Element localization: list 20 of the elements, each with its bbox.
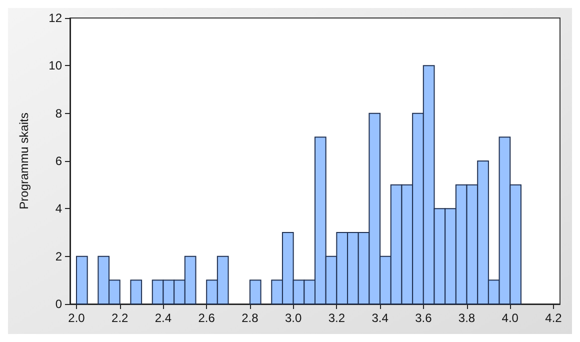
x-tick-label: 2.8 — [242, 311, 259, 325]
y-axis-title: Programmu skaits — [17, 112, 31, 210]
x-tick-label: 2.0 — [68, 311, 86, 325]
y-tick-label: 4 — [55, 202, 62, 216]
y-tick-label: 12 — [48, 11, 62, 25]
y-tick-label: 10 — [48, 58, 62, 73]
x-tick-label: 2.2 — [112, 311, 129, 325]
x-tick-label: 2.4 — [154, 311, 172, 325]
x-tick-label: 2.6 — [198, 311, 216, 325]
y-tick-label: 6 — [55, 154, 62, 168]
x-tick-label: 4.2 — [545, 311, 562, 325]
x-tick-label: 3.2 — [328, 311, 346, 325]
x-tick-label: 3.4 — [372, 311, 389, 325]
x-tick-label: 3.8 — [458, 311, 476, 325]
y-tick-label: 0 — [55, 297, 62, 311]
x-tick-label: 3.6 — [415, 311, 432, 325]
y-tick-label: 8 — [55, 106, 62, 120]
x-tick-label: 4.0 — [502, 311, 519, 325]
x-tick-label: 3.0 — [284, 311, 302, 325]
y-tick-label: 2 — [55, 249, 62, 264]
